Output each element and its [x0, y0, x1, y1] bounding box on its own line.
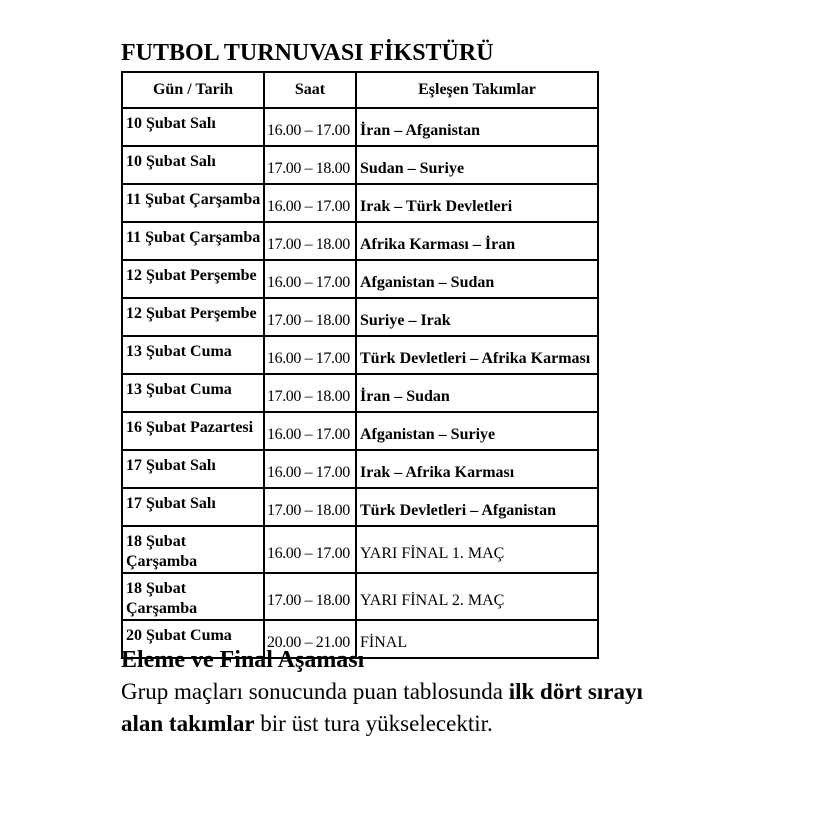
section-heading: Eleme ve Final Aşaması: [121, 647, 365, 673]
table-row: 17 Şubat Salı 17.00 – 18.00 Türk Devletl…: [121, 487, 599, 527]
fixture-table-header: Gün / Tarih Saat Eşleşen Takımlar: [121, 71, 599, 109]
table-row: 13 Şubat Cuma 16.00 – 17.00 Türk Devletl…: [121, 335, 599, 375]
paragraph-text-regular: Grup maçları sonucunda puan tablosunda: [121, 679, 509, 704]
match-cell: Irak – Türk Devletleri: [355, 183, 599, 223]
header-date: Gün / Tarih: [121, 71, 265, 109]
time-cell: 17.00 – 18.00: [263, 572, 357, 621]
table-row: 10 Şubat Salı 17.00 – 18.00 Sudan – Suri…: [121, 145, 599, 185]
time-cell: 17.00 – 18.00: [263, 487, 357, 527]
table-row: 10 Şubat Salı 16.00 – 17.00 İran – Afgan…: [121, 107, 599, 147]
time-cell: 16.00 – 17.00: [263, 259, 357, 299]
fixture-table-body: 10 Şubat Salı 16.00 – 17.00 İran – Afgan…: [121, 107, 599, 659]
match-cell: Suriye – Irak: [355, 297, 599, 337]
match-cell: FİNAL: [355, 619, 599, 659]
paragraph-text-bold: alan takımlar: [121, 711, 255, 736]
match-cell: Türk Devletleri – Afganistan: [355, 487, 599, 527]
table-row: 11 Şubat Çarşamba 16.00 – 17.00 Irak – T…: [121, 183, 599, 223]
header-row: Gün / Tarih Saat Eşleşen Takımlar: [121, 71, 599, 109]
time-cell: 17.00 – 18.00: [263, 221, 357, 261]
date-cell: 10 Şubat Salı: [121, 145, 265, 185]
date-cell: 11 Şubat Çarşamba: [121, 183, 265, 223]
section-paragraph: Grup maçları sonucunda puan tablosunda i…: [121, 676, 721, 740]
table-row: 11 Şubat Çarşamba 17.00 – 18.00 Afrika K…: [121, 221, 599, 261]
paragraph-text-regular: bir üst tura yükselecektir.: [254, 711, 493, 736]
date-cell: 20 Şubat Cuma: [121, 619, 265, 659]
time-cell: 16.00 – 17.00: [263, 449, 357, 489]
match-cell: İran – Afganistan: [355, 107, 599, 147]
date-cell: 12 Şubat Perşembe: [121, 259, 265, 299]
table-row: 12 Şubat Perşembe 17.00 – 18.00 Suriye –…: [121, 297, 599, 337]
time-cell: 17.00 – 18.00: [263, 297, 357, 337]
date-cell: 11 Şubat Çarşamba: [121, 221, 265, 261]
time-cell: 20.00 – 21.00: [263, 619, 357, 659]
time-cell: 16.00 – 17.00: [263, 183, 357, 223]
header-teams: Eşleşen Takımlar: [355, 71, 599, 109]
match-cell: Türk Devletleri – Afrika Karması: [355, 335, 599, 375]
match-cell: Irak – Afrika Karması: [355, 449, 599, 489]
date-cell: 13 Şubat Cuma: [121, 335, 265, 375]
table-row: 13 Şubat Cuma 17.00 – 18.00 İran – Sudan: [121, 373, 599, 413]
match-cell: YARI FİNAL 2. MAÇ: [355, 572, 599, 621]
date-cell: 17 Şubat Salı: [121, 449, 265, 489]
time-cell: 17.00 – 18.00: [263, 145, 357, 185]
match-cell: Afrika Karması – İran: [355, 221, 599, 261]
date-cell: 18 Şubat Çarşamba: [121, 525, 265, 574]
fixture-table: Gün / Tarih Saat Eşleşen Takımlar 10 Şub…: [121, 71, 599, 659]
table-row: 18 Şubat Çarşamba 17.00 – 18.00 YARI FİN…: [121, 572, 599, 621]
date-cell: 12 Şubat Perşembe: [121, 297, 265, 337]
elimination-final-section: Eleme ve Final Aşaması Grup maçları sonu…: [121, 646, 721, 740]
table-row: 20 Şubat Cuma 20.00 – 21.00 FİNAL: [121, 619, 599, 659]
match-cell: Afganistan – Sudan: [355, 259, 599, 299]
page-title: FUTBOL TURNUVASI FİKSTÜRÜ: [121, 40, 494, 66]
date-cell: 13 Şubat Cuma: [121, 373, 265, 413]
match-cell: İran – Sudan: [355, 373, 599, 413]
time-cell: 16.00 – 17.00: [263, 335, 357, 375]
time-cell: 16.00 – 17.00: [263, 525, 357, 574]
time-cell: 16.00 – 17.00: [263, 107, 357, 147]
table-row: 12 Şubat Perşembe 16.00 – 17.00 Afganist…: [121, 259, 599, 299]
match-cell: Sudan – Suriye: [355, 145, 599, 185]
match-cell: YARI FİNAL 1. MAÇ: [355, 525, 599, 574]
table-row: 17 Şubat Salı 16.00 – 17.00 Irak – Afrik…: [121, 449, 599, 489]
date-cell: 18 Şubat Çarşamba: [121, 572, 265, 621]
date-cell: 17 Şubat Salı: [121, 487, 265, 527]
match-cell: Afganistan – Suriye: [355, 411, 599, 451]
header-time: Saat: [263, 71, 357, 109]
time-cell: 16.00 – 17.00: [263, 411, 357, 451]
date-cell: 10 Şubat Salı: [121, 107, 265, 147]
time-cell: 17.00 – 18.00: [263, 373, 357, 413]
paragraph-text-bold: ilk dört sırayı: [508, 679, 643, 704]
date-cell: 16 Şubat Pazartesi: [121, 411, 265, 451]
table-row: 16 Şubat Pazartesi 16.00 – 17.00 Afganis…: [121, 411, 599, 451]
table-row: 18 Şubat Çarşamba 16.00 – 17.00 YARI FİN…: [121, 525, 599, 574]
